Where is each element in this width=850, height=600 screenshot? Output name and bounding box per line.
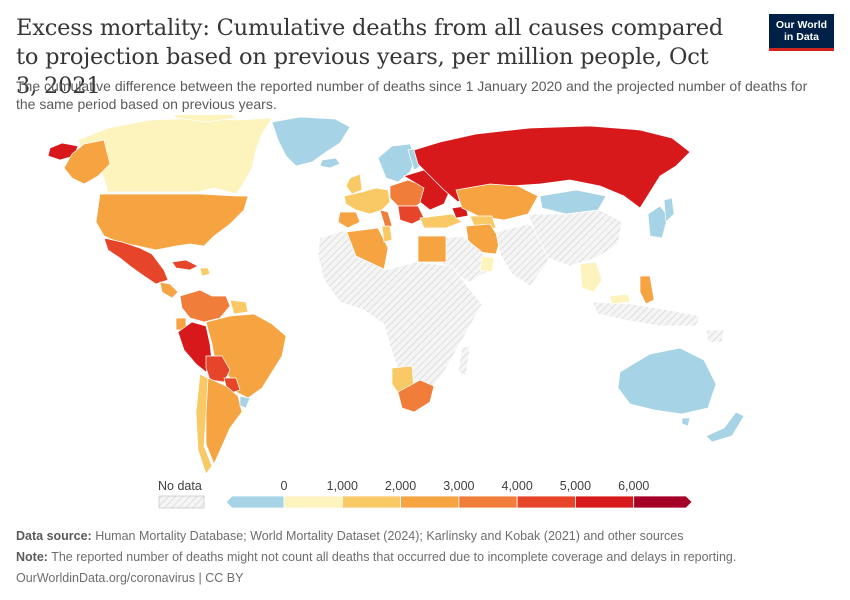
chart-title: Excess mortality: Cumulative deaths from… (16, 15, 724, 99)
region-china-nodata[interactable] (527, 209, 623, 267)
legend-bin-6[interactable] (575, 495, 635, 509)
source-label: Data source: (16, 529, 92, 543)
legend-tick-label: 3,000 (443, 479, 474, 493)
region-kazakhstan[interactable] (455, 183, 539, 221)
region-turkey[interactable] (419, 213, 463, 229)
region-cuba[interactable] (171, 259, 199, 271)
legend-tick-label: 0 (281, 479, 288, 493)
legend-tick-label: 1,000 (327, 479, 358, 493)
legend-bin-4[interactable] (458, 495, 518, 509)
region-south-africa[interactable] (397, 379, 435, 413)
footer-note: Note: The reported number of deaths migh… (16, 549, 736, 565)
region-tasmania[interactable] (681, 417, 691, 427)
chart-subtitle: The cumulative difference between the re… (16, 78, 808, 112)
source-text: Human Mortality Database; World Mortalit… (91, 529, 684, 543)
note-text: The reported number of deaths might not … (47, 550, 737, 564)
region-africa-nodata[interactable] (317, 229, 483, 397)
region-greenland[interactable] (271, 116, 351, 167)
region-australia[interactable] (617, 347, 717, 415)
region-caribbean[interactable] (199, 267, 211, 277)
region-iceland[interactable] (319, 157, 341, 169)
region-southeast-asia[interactable] (579, 261, 603, 293)
region-korea-japan[interactable] (647, 205, 669, 239)
region-western-europe[interactable] (343, 187, 391, 215)
legend-bin-2[interactable] (341, 495, 401, 509)
legend-tick-label: 6,000 (618, 479, 649, 493)
legend-bin-5[interactable] (516, 495, 576, 509)
map-legend: No data 0 1,000 2,000 3,000 4,000 5,000 6,000 (158, 479, 693, 509)
region-argentina[interactable] (205, 377, 243, 465)
region-madagascar[interactable] (457, 345, 471, 377)
region-tunisia[interactable] (381, 225, 393, 243)
owid-logo[interactable]: Our World in Data (769, 14, 834, 51)
legend-bin-1[interactable] (283, 495, 343, 509)
region-philippines[interactable] (639, 275, 655, 305)
region-uruguay[interactable] (239, 395, 251, 409)
region-balkans[interactable] (397, 205, 425, 225)
legend-no-data-swatch (158, 495, 205, 509)
region-bolivia[interactable] (205, 355, 231, 383)
legend-bin-3[interactable] (400, 495, 460, 509)
region-italy[interactable] (379, 209, 393, 231)
logo-line-1: Our World (775, 19, 828, 31)
legend-no-data-label: No data (158, 479, 202, 493)
logo-line-2: in Data (783, 31, 819, 43)
region-canada-islands[interactable] (170, 115, 237, 123)
region-iberia[interactable] (337, 211, 361, 229)
region-new-zealand[interactable] (705, 411, 745, 443)
region-guianas[interactable] (229, 299, 249, 315)
region-colombia-venezuela[interactable] (179, 289, 231, 323)
region-mexico[interactable] (103, 237, 169, 285)
region-japan[interactable] (663, 197, 675, 223)
region-indonesia[interactable] (591, 301, 701, 327)
legend-tick-label: 2,000 (385, 479, 416, 493)
region-south-asia-nodata[interactable] (495, 223, 553, 287)
note-label: Note: (16, 550, 48, 564)
region-pacific-islands[interactable] (705, 329, 725, 343)
region-oman[interactable] (479, 255, 495, 273)
region-central-america[interactable] (159, 281, 179, 299)
region-russia[interactable] (413, 125, 691, 209)
region-egypt[interactable] (417, 235, 447, 263)
footer-credit[interactable]: OurWorldinData.org/coronavirus | CC BY (16, 571, 244, 585)
footer-source: Data source: Human Mortality Database; W… (16, 528, 683, 544)
region-pacific-nw[interactable] (63, 139, 111, 185)
legend-tick-label: 5,000 (560, 479, 591, 493)
world-map: No data 0 1,000 2,000 3,000 4,000 5,000 6,000 (47, 115, 745, 509)
legend-bin-7[interactable] (633, 495, 693, 509)
region-uk-ireland[interactable] (345, 173, 363, 195)
region-malaysia[interactable] (609, 293, 631, 305)
legend-bin-0[interactable] (225, 495, 285, 509)
legend-tick-label: 4,000 (502, 479, 533, 493)
